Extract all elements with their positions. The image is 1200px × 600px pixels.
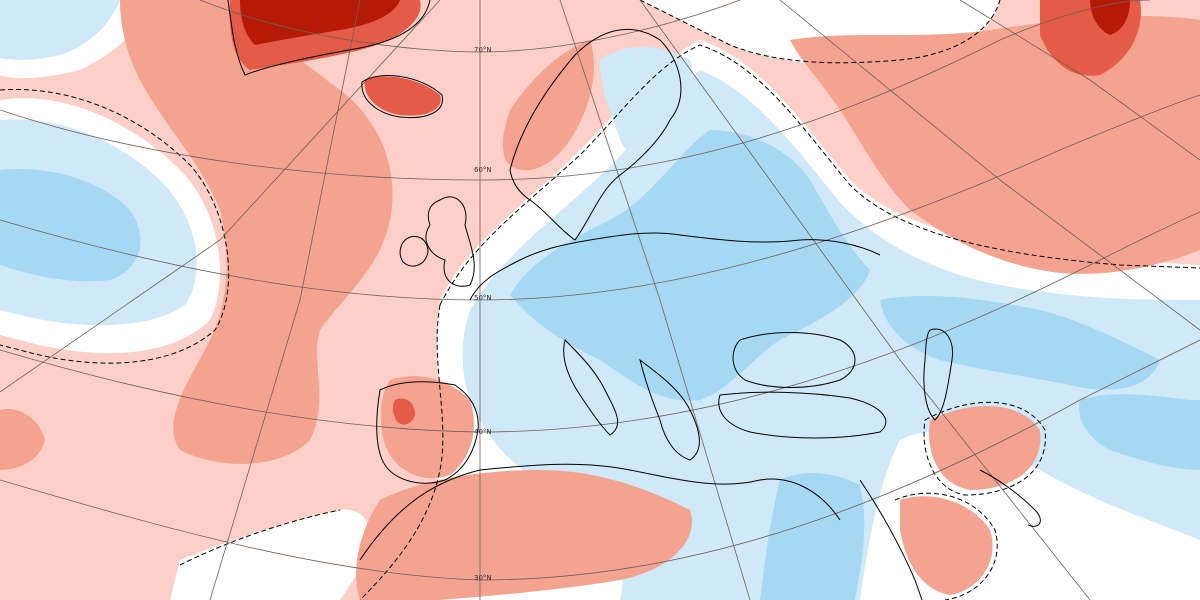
warm-medium-scandinavia: [502, 40, 594, 171]
coastline-iceland: [361, 75, 443, 119]
meridian-east-1: [559, 0, 751, 600]
parallel-30n: [0, 339, 1200, 581]
warm-medium-southwest: [0, 409, 45, 470]
zero-contour-middle-east: [923, 401, 1046, 496]
zero-contour-arabia: [894, 492, 998, 600]
warm-extreme-greenland: [240, 0, 400, 45]
coastline-italy: [563, 339, 619, 436]
warm-medium-middle-east: [929, 406, 1041, 490]
warm-medium-north-africa: [356, 470, 692, 600]
latitude-labels: 70°N 60°N 50°N 40°N 30°N: [474, 46, 492, 582]
meridian-east-2: [639, 0, 1091, 600]
coastline-turkey: [718, 391, 887, 439]
warm-extreme-arctic-russia: [1090, 0, 1130, 35]
coastline-black-sea: [732, 332, 856, 388]
meridian-east-4: [959, 0, 1200, 161]
meridian-west-2: [209, 0, 361, 600]
coastlines: [227, 0, 1041, 600]
zero-contour-west-atlantic: [0, 88, 230, 364]
neutral-area-southwest: [170, 509, 371, 600]
coastline-balkans-greece: [639, 358, 700, 461]
parallel-50n: [0, 94, 1200, 301]
warm-strong-iceland: [364, 76, 441, 116]
meridian-east-3: [779, 0, 1200, 331]
coastline-european-mainland: [469, 232, 881, 301]
coastline-red-sea: [859, 479, 923, 600]
zero-contour-southwest: [179, 509, 341, 566]
cool-light-nw-corner: [0, 0, 120, 60]
meridian-west-1: [0, 0, 441, 393]
cool-medium-central-asia: [1079, 394, 1200, 470]
warm-medium-mid-atlantic: [120, 0, 393, 464]
lat-label-50n: 50°N: [474, 294, 492, 302]
coastline-persian-gulf: [979, 469, 1041, 527]
lat-label-30n: 30°N: [474, 574, 492, 582]
coastline-scandinavia: [509, 28, 682, 241]
coastline-north-africa: [359, 463, 841, 561]
cool-medium-east-mediterranean: [760, 473, 865, 600]
cool-medium-west-atlantic: [0, 169, 141, 282]
lat-label-40n: 40°N: [474, 428, 492, 436]
cool-anomaly-medium: [0, 130, 1200, 600]
parallel-60n: [0, 0, 1151, 181]
warm-medium-russia: [790, 15, 1200, 274]
parallel-40n: [0, 211, 1200, 433]
zero-contour-arctic: [639, 0, 1001, 64]
zero-contour-sw-coast: [359, 304, 444, 600]
coastline-caspian: [923, 328, 954, 421]
lat-label-60n: 60°N: [474, 166, 492, 174]
coastline-greenland: [227, 0, 431, 76]
warm-anomaly-extreme: [240, 0, 1130, 45]
coastline-british-isles: [425, 196, 475, 287]
coastline-ireland: [399, 236, 429, 267]
coastline-iberia: [376, 381, 479, 484]
warm-medium-arabia: [900, 496, 993, 595]
warm-strong-spain: [392, 398, 415, 425]
zero-contour-europe: [439, 44, 1200, 306]
cool-medium-east: [880, 295, 1160, 390]
lat-label-70n: 70°N: [474, 46, 492, 54]
cool-light-baltic: [600, 46, 694, 161]
